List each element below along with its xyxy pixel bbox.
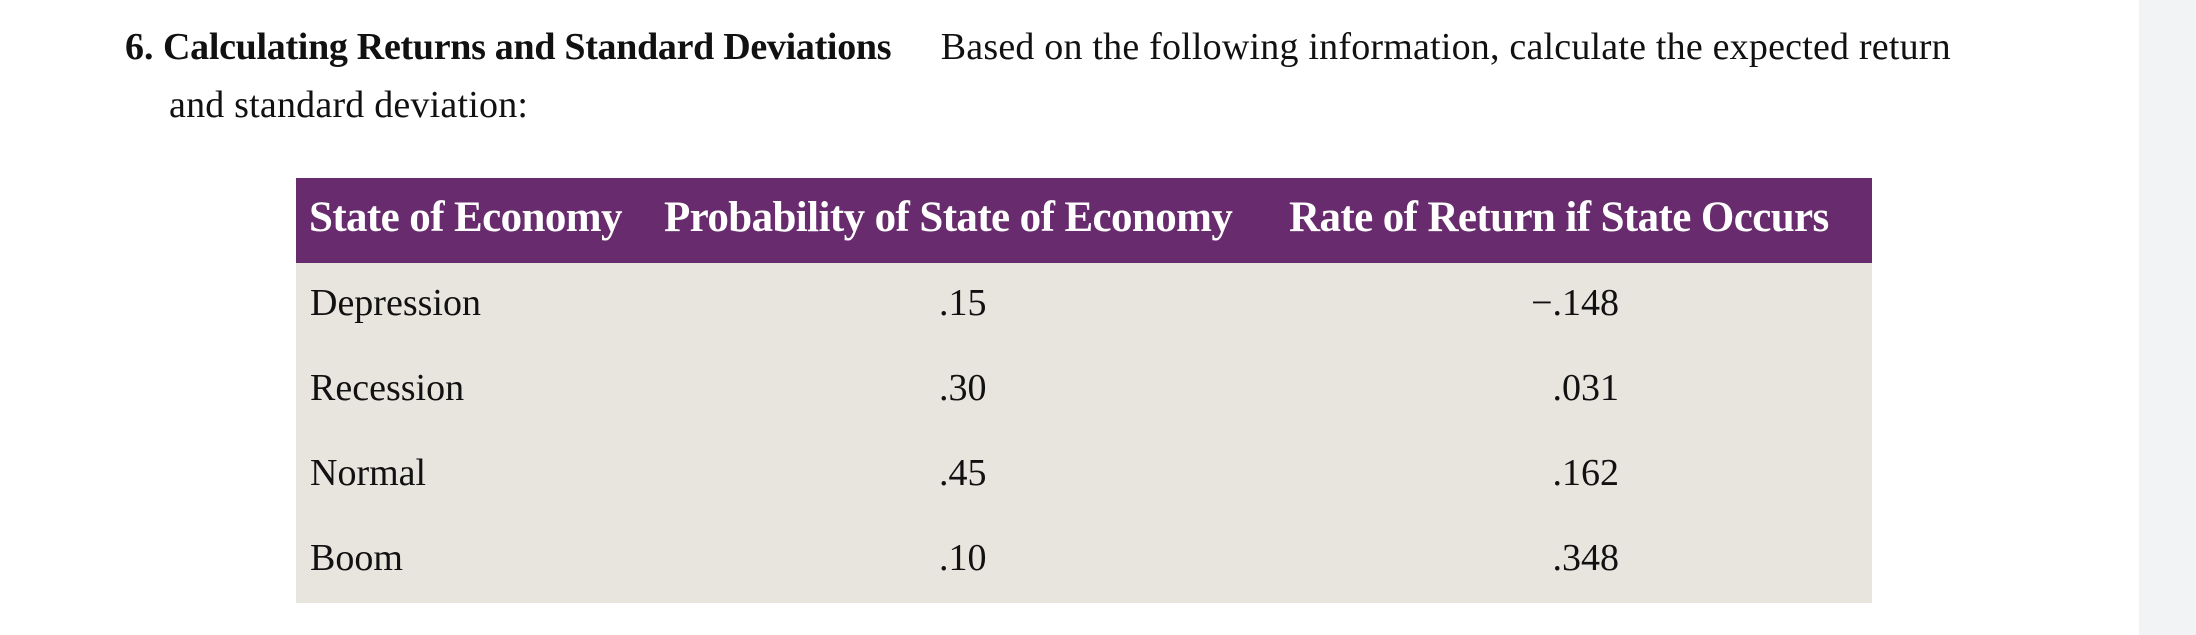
table-row: Boom .10 .348 bbox=[296, 518, 1872, 603]
table-row: Recession .30 .031 bbox=[296, 348, 1872, 433]
problem-prompt-line-2: and standard deviation: bbox=[169, 84, 529, 126]
rate-cell: −.148 bbox=[1531, 282, 1619, 324]
economy-returns-table: State of Economy Probability of State of… bbox=[296, 178, 1872, 603]
probability-cell: .15 bbox=[939, 282, 987, 324]
problem-prompt-line-1: Based on the following information, calc… bbox=[940, 26, 1951, 68]
table-row: Normal .45 .162 bbox=[296, 433, 1872, 518]
problem-heading: Calculating Returns and Standard Deviati… bbox=[163, 26, 892, 68]
header-rate-of-return: Rate of Return if State Occurs bbox=[1289, 194, 1829, 241]
probability-cell: .30 bbox=[939, 367, 987, 409]
problem-number: 6. bbox=[125, 26, 154, 68]
rate-cell: .162 bbox=[1552, 452, 1620, 494]
header-probability: Probability of State of Economy bbox=[664, 194, 1233, 241]
probability-cell: .45 bbox=[939, 452, 987, 494]
state-cell: Normal bbox=[310, 452, 427, 494]
rate-cell: .031 bbox=[1552, 367, 1620, 409]
right-margin-panel bbox=[2139, 0, 2196, 635]
table-header-row: State of Economy Probability of State of… bbox=[296, 178, 1872, 263]
state-cell: Boom bbox=[310, 537, 403, 579]
state-cell: Depression bbox=[310, 282, 481, 324]
problem-line-1: 6. Calculating Returns and Standard Devi… bbox=[125, 22, 2025, 72]
problem-block: 6. Calculating Returns and Standard Devi… bbox=[125, 22, 2025, 130]
state-cell: Recession bbox=[310, 367, 465, 409]
header-state-of-economy: State of Economy bbox=[309, 194, 622, 241]
probability-cell: .10 bbox=[939, 537, 987, 579]
rate-cell: .348 bbox=[1552, 537, 1620, 579]
table-row: Depression .15 −.148 bbox=[296, 263, 1872, 348]
